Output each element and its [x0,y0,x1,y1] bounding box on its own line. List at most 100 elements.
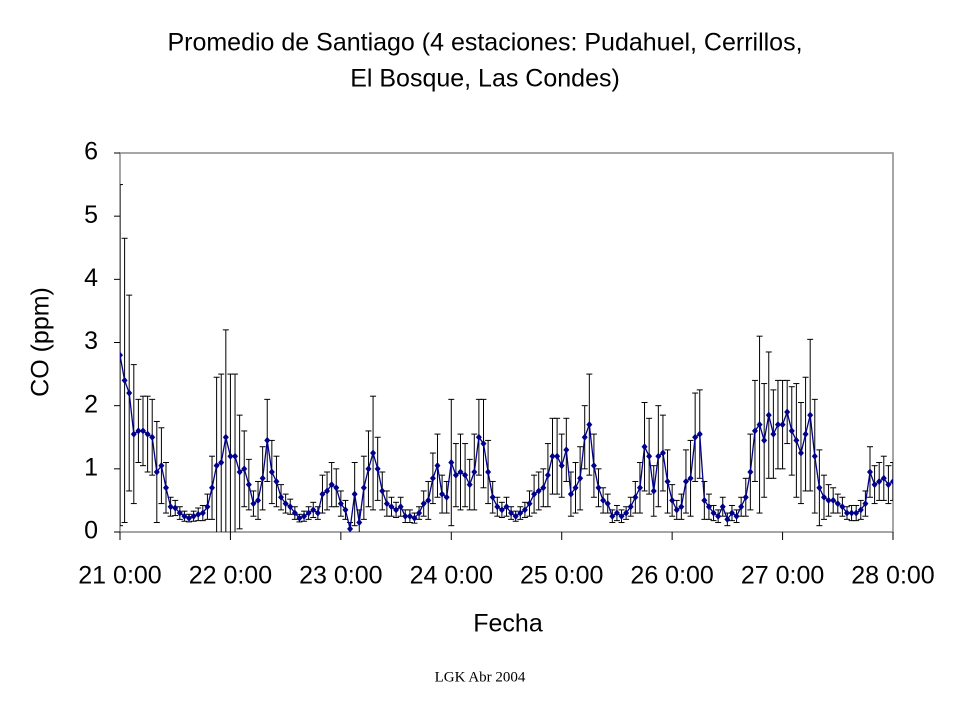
data-point [705,503,712,511]
data-point [581,433,588,441]
data-point [144,430,151,438]
chart-title: El Bosque, Las Condes) [350,65,620,93]
data-point [747,468,754,476]
x-tick-label: 21 0:00 [78,562,161,590]
data-point [218,459,225,467]
data-point [213,462,220,470]
data-point [374,465,381,473]
data-point [140,427,147,435]
data-point [360,484,367,492]
data-point [356,519,363,527]
data-point [448,459,455,467]
data-point [457,468,464,476]
data-point [333,484,340,492]
data-point [282,500,289,508]
data-point [646,452,653,460]
data-point [650,487,657,495]
data-point [452,471,459,479]
data-point [544,471,551,479]
chart-title: Promedio de Santiago (4 estaciones: Puda… [167,29,802,57]
x-tick-label: 26 0:00 [630,562,713,590]
y-axis-label: CO (ppm) [27,287,55,397]
data-point [715,512,722,520]
data-point [324,487,331,495]
x-tick-label: 25 0:00 [520,562,603,590]
data-point [742,493,749,501]
data-point [236,468,243,476]
data-point [393,506,400,514]
data-point [687,474,694,482]
data-point [673,506,680,514]
data-point [328,481,335,489]
data-point [319,490,326,498]
data-point [540,484,547,492]
data-point [871,481,878,489]
footer: LGK Abr 2004 [435,669,526,685]
data-point [471,468,478,476]
data-point [397,503,404,511]
data-point [264,436,271,444]
data-point [120,351,123,359]
data-point [153,468,160,476]
data-point [696,430,703,438]
data-point [310,506,317,514]
data-point [618,512,625,520]
data-point [756,421,763,429]
data-point [489,493,496,501]
data-point [765,411,772,419]
data-point [172,504,179,512]
data-point [811,452,818,460]
data-point [259,474,266,482]
data-point [296,514,303,522]
y-tick-label: 1 [84,453,98,481]
data-point [429,474,436,482]
data-point [195,510,202,518]
data-point [485,468,492,476]
data-point [406,512,413,520]
data-point [664,477,671,485]
data-point [682,477,689,485]
data-point [503,503,510,511]
data-point [209,484,216,492]
data-point [834,500,841,508]
data-point [784,408,791,416]
data-point [549,452,556,460]
data-point [167,503,174,511]
data-point [245,481,252,489]
x-tick-label: 27 0:00 [741,562,824,590]
data-point [554,452,561,460]
data-point [761,436,768,444]
data-point [567,490,574,498]
plot-area [119,152,894,533]
y-tick-label: 4 [84,264,98,292]
data-point [692,433,699,441]
data-point [130,430,137,438]
data-point [866,468,873,476]
data-point [204,503,211,511]
data-point [517,509,524,517]
data-point [669,496,676,504]
data-point [535,487,542,495]
data-point [848,509,855,517]
data-point [337,500,344,508]
data-point [379,487,386,495]
data-point [563,446,570,454]
data-point [890,477,893,485]
data-point [163,484,170,492]
data-point [862,500,869,508]
data-point [678,503,685,511]
data-point [632,493,639,501]
data-point [126,389,133,397]
data-point [853,509,860,517]
data-point [885,481,892,489]
data-point [595,484,602,492]
data-point [121,376,128,384]
y-tick-label: 2 [84,390,98,418]
data-point [577,474,584,482]
data-point [411,514,418,522]
data-point [655,452,662,460]
y-tick-label: 5 [84,201,98,229]
y-tick-label: 3 [84,327,98,355]
data-point [839,503,846,511]
data-point [199,509,206,517]
